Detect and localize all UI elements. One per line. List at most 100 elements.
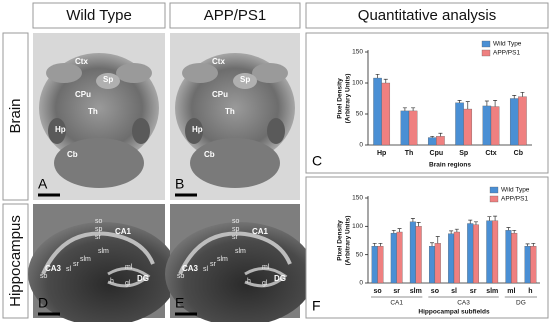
x-tick-label: Cb [514,150,523,157]
structure-label: Ctx [212,57,225,66]
bar [390,232,397,284]
tissue [244,267,288,288]
error-bar [416,222,421,227]
structure-label: Th [88,107,98,116]
bar [429,246,436,284]
y-tick-label: 50 [356,251,364,258]
bar [509,98,519,146]
x-tick-label: so [431,288,439,295]
panel-letter: F [312,298,321,314]
tissue [48,118,66,144]
charts: 0 50 100 150 Pixel Density (Arbitrary Units) H… [312,41,540,316]
bar [408,110,418,146]
layer-label: ml [262,264,270,271]
bar [396,231,403,284]
panel-letter: B [175,176,184,192]
legend-swatch [489,186,499,194]
x-tick-label: Cpu [430,150,444,157]
tissue [190,138,280,188]
layer-label: ml [125,264,133,271]
bar [373,77,382,146]
y-axis-label: Pixel Density [337,220,344,261]
error-bar [465,101,470,110]
group-label: DG [516,300,526,307]
error-bar [484,100,489,106]
bar [448,233,455,284]
layer-label: sr [73,261,80,268]
bar [505,230,512,284]
image-panel: Ctx Sp CPu Th Hp Cb A [33,33,165,200]
error-bar [372,242,377,247]
region-label: CA3 [45,264,62,273]
bar [486,220,493,284]
header-box [169,2,301,29]
error-bar [438,132,443,137]
bar [492,220,499,284]
tissue [233,73,257,89]
x-tick-label: Sp [459,150,468,157]
y-tick-label: 150 [352,195,363,202]
error-bar [493,100,498,107]
image-panel: Ctx Sp CPu Th Hp Cb B [170,33,300,200]
region-label: CA1 [252,227,269,236]
tissue [41,231,155,275]
structure-label: Hp [192,125,203,134]
bar [467,223,474,284]
tissue [116,63,152,83]
tissue [185,118,203,144]
bar [415,226,422,284]
x-tick-label: slm [410,288,422,295]
bar [463,108,473,146]
structure-label: Sp [103,75,113,84]
layer-label: sp [95,226,103,233]
layer-label: so [232,218,240,225]
layer-label: slm [235,248,246,255]
layer-label: slm [217,256,228,263]
x-tick-label: h [528,288,532,295]
legend-label: Wild Type [501,187,530,194]
y-tick-label: 100 [352,223,363,230]
layer-label: so [177,273,185,280]
error-bar [512,95,517,99]
tissue [132,118,150,144]
structure-label: CPu [75,90,91,99]
error-bar [391,229,396,234]
error-bar [402,107,407,111]
error-bar [378,242,383,247]
legend-swatch [481,49,491,57]
structure-label: Cb [204,150,215,159]
error-bar [449,230,454,234]
y-tick-label: 0 [359,142,363,149]
bar [482,105,492,146]
error-bar [454,228,459,232]
bar [371,246,378,284]
row-box [2,32,29,201]
bar [524,246,531,284]
column-header: Wild Type [66,7,132,24]
x-axis-label: Hippocampal subfields [418,309,490,316]
region-label: CA1 [115,227,132,236]
bar [530,246,537,284]
layer-label: sl [66,266,72,273]
x-tick-label: sr [393,288,400,295]
error-bar [435,236,440,244]
error-bar [430,135,435,138]
tissue [96,73,120,89]
layer-label: h [110,278,114,285]
structure-label: Sp [240,75,250,84]
tissue [178,231,292,275]
row-header: Brain [7,98,24,133]
panel-letter: A [38,176,48,192]
x-tick-label: sr [470,288,477,295]
bar [490,106,500,146]
tissue [182,63,218,83]
tissue [252,63,288,83]
x-tick-label: Th [405,150,414,157]
y-tick-label: 50 [356,111,364,118]
y-axis-label: (Arbitrary Units) [345,74,352,124]
bar [472,224,479,284]
panel-letter: E [175,295,184,311]
group-label: CA1 [390,300,403,307]
layer-label: slm [80,256,91,263]
